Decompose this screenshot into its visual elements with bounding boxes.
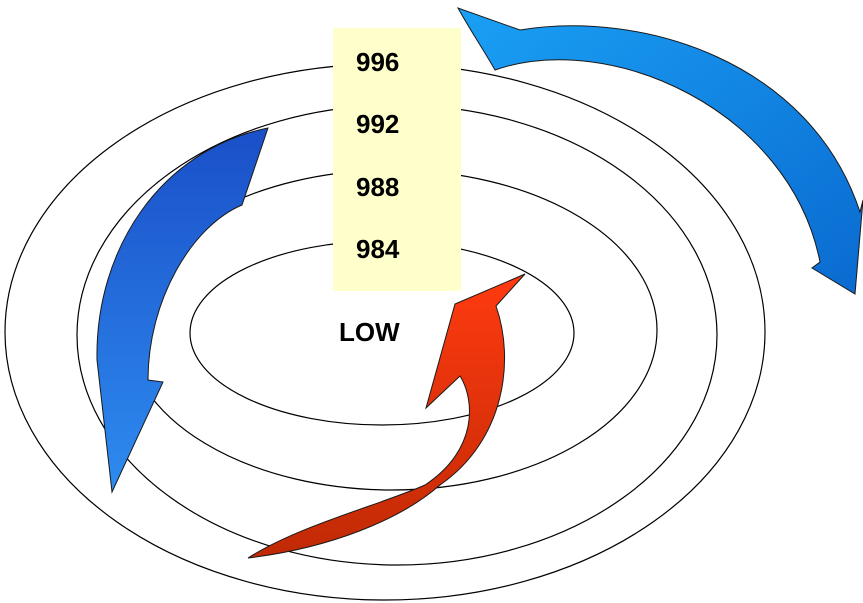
- right-blue-arrow: [456, 7, 863, 295]
- isobar-label-988: 988: [356, 172, 399, 202]
- warm-red-arrow: [247, 273, 526, 559]
- isobar-label-992: 992: [356, 109, 399, 139]
- isobar-label-984: 984: [356, 234, 400, 264]
- low-pressure-label: LOW: [339, 317, 400, 347]
- isobar-label-996: 996: [356, 47, 399, 77]
- left-blue-arrow: [96, 127, 269, 494]
- isobar-label-panel: [333, 28, 461, 291]
